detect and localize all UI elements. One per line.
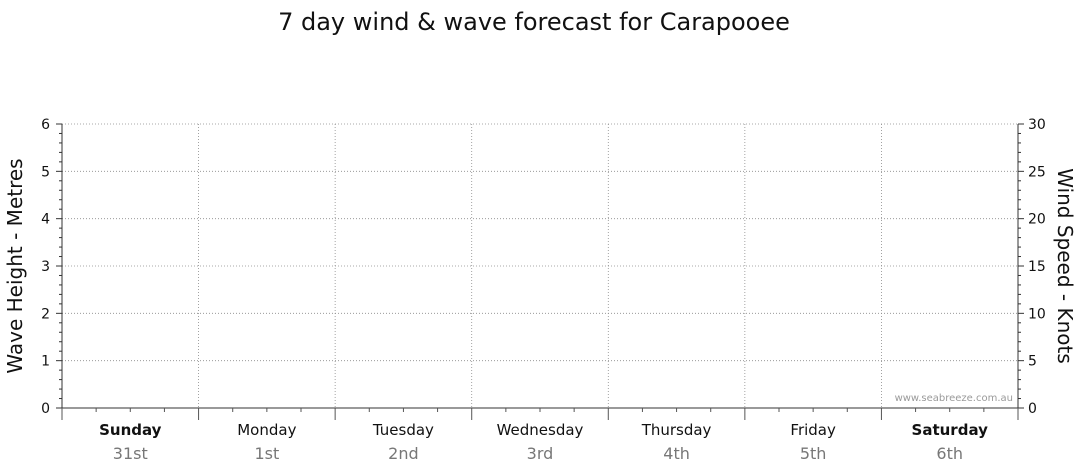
date-label: 3rd [527,444,554,463]
left-y-axis: 0 1 2 3 4 5 6 [41,117,62,417]
day-label: Monday [237,421,296,439]
day-label: Friday [790,421,836,439]
chart-title: 7 day wind & wave forecast for Carapooee [278,8,790,36]
date-label: 2nd [388,444,418,463]
x-axis: Sunday 31st Monday 1st Tuesday 2nd Wednesday 3r… [61,408,1019,463]
right-tick-label: 5 [1028,354,1037,370]
date-label: 5th [800,444,827,463]
right-tick-label: 30 [1028,117,1046,133]
right-tick-label: 20 [1028,212,1046,228]
day-label: Thursday [641,421,712,439]
date-label: 31st [113,444,148,463]
watermark: www.seabreeze.com.au [895,393,1013,404]
day-label: Sunday [99,421,162,439]
left-axis-title: Wave Height - Metres [3,158,27,373]
right-y-axis: 0 5 10 15 20 25 30 [1018,117,1046,417]
right-tick-label: 10 [1028,306,1046,322]
right-tick-label: 0 [1028,401,1037,417]
right-tick-label: 15 [1028,259,1046,275]
left-tick-label: 0 [41,401,50,417]
left-tick-label: 3 [41,259,50,275]
left-tick-label: 4 [41,212,50,228]
left-tick-label: 1 [41,354,50,370]
right-axis-title: Wind Speed - Knots [1053,168,1077,364]
left-tick-label: 5 [41,164,50,180]
right-tick-label: 25 [1028,164,1046,180]
left-tick-label: 2 [41,306,50,322]
date-label: 6th [936,444,963,463]
grid-lines [62,123,1018,408]
day-label: Tuesday [372,421,434,439]
day-label: Saturday [912,421,989,439]
date-label: 1st [254,444,279,463]
left-tick-label: 6 [41,117,50,133]
day-label: Wednesday [497,421,584,439]
date-label: 4th [663,444,690,463]
